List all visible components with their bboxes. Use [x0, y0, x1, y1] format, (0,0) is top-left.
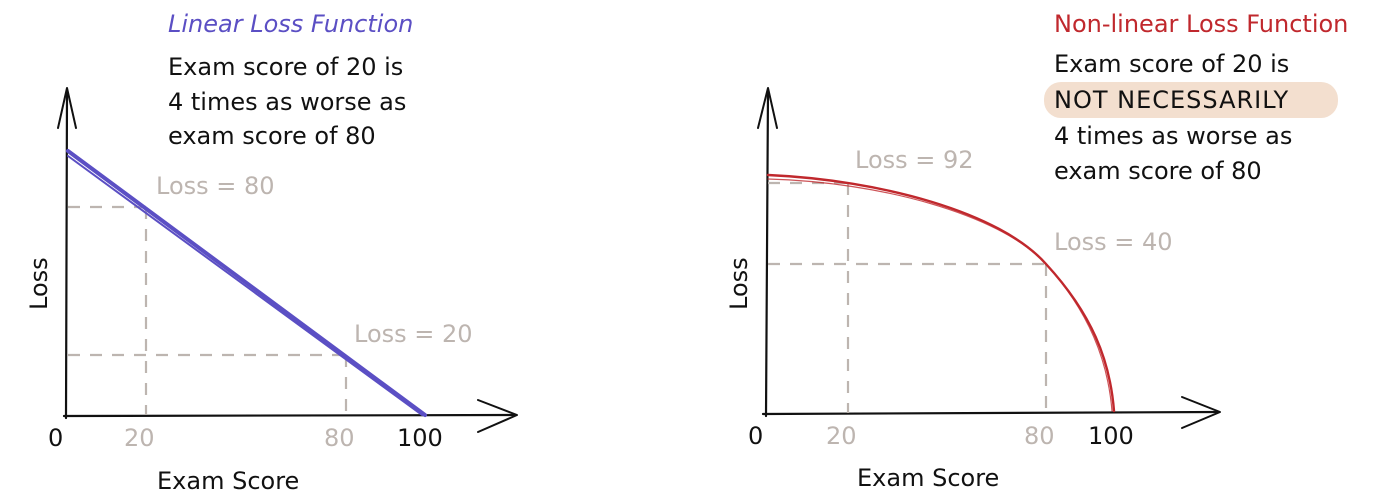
right-y-arrowhead	[757, 87, 778, 129]
right-x-axis	[761, 410, 1220, 416]
left-y-label: Loss	[25, 257, 53, 310]
right-loss-label-a: Loss = 92	[855, 146, 974, 174]
right-x-label: Exam Score	[857, 464, 999, 492]
highlight-marker	[1044, 82, 1338, 118]
linear-loss-line	[66, 149, 427, 417]
right-title: Non-linear Loss Function	[1054, 10, 1348, 38]
right-note-line-4: exam score of 80	[1054, 157, 1262, 185]
left-note-line-3: exam score of 80	[168, 122, 376, 150]
left-x-axis	[62, 413, 517, 418]
left-x-arrowhead	[477, 399, 518, 433]
right-x-arrowhead	[1181, 396, 1221, 429]
linear-loss-line-sketch	[67, 155, 423, 416]
right-tick-80: 80	[1024, 422, 1055, 450]
left-tick-100: 100	[397, 424, 443, 452]
left-y-arrowhead	[57, 87, 77, 129]
right-note-highlight: NOT NECESSARILY	[1054, 86, 1289, 114]
left-note-line-1: Exam score of 20 is	[168, 53, 403, 81]
nonlinear-panel: Non-linear Loss Function Exam score of 2…	[725, 10, 1348, 492]
right-y-label: Loss	[725, 257, 753, 310]
left-tick-80: 80	[324, 424, 355, 452]
right-note-line-1: Exam score of 20 is	[1054, 50, 1289, 78]
linear-panel: Linear Loss Function Exam score of 20 is…	[25, 10, 518, 495]
left-note-line-2: 4 times as worse as	[168, 88, 406, 116]
left-x-label: Exam Score	[157, 467, 299, 495]
left-tick-20: 20	[124, 424, 155, 452]
left-loss-label-b: Loss = 20	[354, 320, 473, 348]
left-y-axis	[64, 88, 69, 420]
right-y-axis	[764, 88, 770, 418]
right-tick-0: 0	[748, 422, 763, 450]
right-tick-20: 20	[826, 422, 857, 450]
left-title: Linear Loss Function	[168, 10, 413, 38]
right-loss-label-b: Loss = 40	[1054, 228, 1173, 256]
left-loss-label-a: Loss = 80	[156, 172, 275, 200]
right-note-line-3: 4 times as worse as	[1054, 122, 1292, 150]
left-tick-0: 0	[48, 424, 63, 452]
right-tick-100: 100	[1088, 422, 1134, 450]
nonlinear-loss-curve-sketch	[767, 178, 1113, 412]
nonlinear-loss-curve	[766, 173, 1116, 413]
